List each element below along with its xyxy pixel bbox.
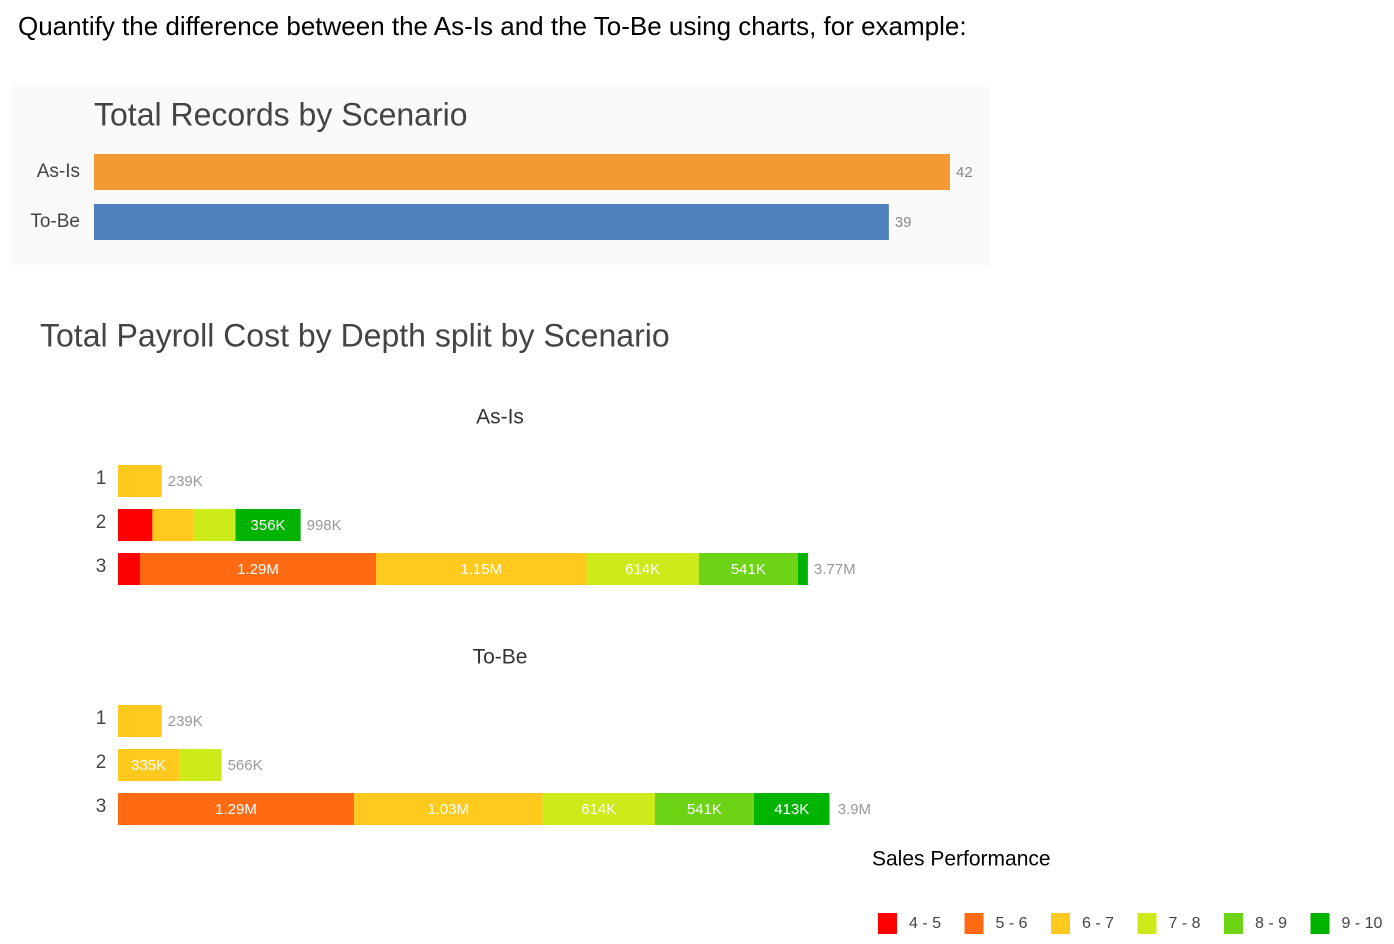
legend-label: 9 - 10 [1342,915,1383,932]
heading: Quantify the difference between the As-I… [18,11,967,41]
bar-segment [797,553,808,585]
legend-label: 4 - 5 [909,915,941,932]
category-label: 1 [96,708,107,729]
bar-segment [542,793,655,825]
total-label: 998K [307,517,342,534]
bar [94,204,889,240]
bar-segment [698,553,798,585]
total-label: 3.77M [814,561,856,578]
panel-title: To-Be [473,646,528,669]
bar [94,154,950,190]
value-label: 42 [956,164,973,181]
segment-label: 1.29M [237,561,279,578]
bar-segment [139,553,377,585]
total-label: 239K [168,473,203,490]
segment-label: 356K [251,517,286,534]
bar-segment [235,509,301,541]
category-label: To-Be [30,211,80,232]
legend-title: Sales Performance [872,848,1051,871]
segment-label: 614K [581,801,616,818]
legend-label: 8 - 9 [1255,915,1287,932]
bar-segment [753,793,830,825]
legend-label: 6 - 7 [1082,915,1114,932]
category-label: 1 [96,468,107,489]
bar-segment [118,793,355,825]
legend-label: 7 - 8 [1169,915,1201,932]
category-label: As-Is [37,161,80,182]
bar-segment [586,553,699,585]
legend-swatch [1224,913,1243,934]
legend-swatch [1137,913,1157,934]
category-label: 2 [96,512,107,533]
category-label: 3 [96,796,107,817]
segment-label: 413K [774,801,809,818]
chart-title: Total Payroll Cost by Depth split by Sce… [40,317,670,353]
legend-swatch [964,913,984,934]
segment-label: 1.29M [215,801,257,818]
category-label: 3 [96,556,107,577]
segment-label: 614K [625,561,660,578]
legend-swatch [1310,913,1330,934]
segment-label: 1.15M [460,561,502,578]
bar-segment [376,553,587,585]
total-label: 566K [228,757,263,774]
legend-swatch [1051,913,1070,934]
segment-label: 1.03M [427,801,469,818]
value-label: 39 [895,214,912,231]
panel-title: As-Is [476,406,524,429]
legend-label: 5 - 6 [996,915,1028,932]
bar-segment [654,793,754,825]
bar-segment [179,749,222,781]
chart-title: Total Records by Scenario [94,96,468,132]
bar-segment [118,749,180,781]
category-label: 2 [96,752,107,773]
total-label: 3.9M [838,801,871,818]
segment-label: 541K [731,561,766,578]
bar-segment [118,509,153,541]
bar-segment [118,465,162,497]
bar-segment [118,705,162,737]
bar-segment [354,793,543,825]
total-label: 239K [168,713,203,730]
bar-segment [152,509,194,541]
segment-label: 335K [131,757,166,774]
segment-label: 541K [687,801,722,818]
bar-segment [193,509,236,541]
bar-segment [118,553,140,585]
legend-swatch [878,913,897,934]
